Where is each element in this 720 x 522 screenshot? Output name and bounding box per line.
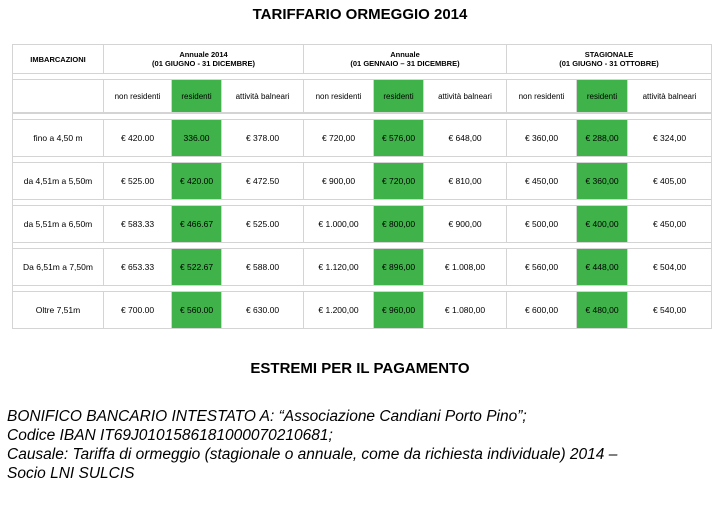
price-cell: € 420.00 (104, 120, 172, 157)
price-cell: € 450,00 (628, 206, 712, 243)
price-cell: € 288,00 (577, 120, 628, 157)
group-header-annuale-2014: Annuale 2014 (01 GIUGNO - 31 DICEMBRE) (104, 44, 304, 74)
payment-line-iban: Codice IBAN IT69J0101586181000070210681; (7, 427, 333, 444)
column-header: residenti (577, 80, 628, 113)
column-header: non residenti (104, 80, 172, 113)
price-cell: € 420.00 (172, 163, 222, 200)
column-header: non residenti (507, 80, 577, 113)
price-cell: € 810,00 (424, 163, 507, 200)
price-cell: € 700.00 (104, 292, 172, 329)
column-header: non residenti (304, 80, 374, 113)
payment-line-socio: Socio LNI SULCIS (7, 465, 135, 482)
price-cell: € 500,00 (507, 206, 577, 243)
table-row: da 5,51m a 6,50m € 583.33 € 466.67 € 525.00… (12, 206, 712, 243)
price-cell: € 324,00 (628, 120, 712, 157)
corner-empty (12, 80, 104, 113)
row-label: Da 6,51m a 7,50m (12, 249, 104, 286)
price-cell: € 720,00 (304, 120, 374, 157)
price-cell: € 560.00 (172, 292, 222, 329)
table-row: da 4,51m a 5,50m € 525.00 € 420.00 € 472.50… (12, 163, 712, 200)
table-row: Oltre 7,51m € 700.00 € 560.00 € 630.00 € 1.2… (12, 292, 712, 329)
price-cell: € 720,00 (374, 163, 424, 200)
price-cell: € 960,00 (374, 292, 424, 329)
column-header: attività balneari (222, 80, 304, 113)
table-row: Da 6,51m a 7,50m € 653.33 € 522.67 € 588.00… (12, 249, 712, 286)
price-cell: € 1.200,00 (304, 292, 374, 329)
price-cell: € 588.00 (222, 249, 304, 286)
page-title: TARIFFARIO ORMEGGIO 2014 (252, 6, 468, 23)
price-cell: € 1.000,00 (304, 206, 374, 243)
price-cell: € 405,00 (628, 163, 712, 200)
price-cell: € 1.120,00 (304, 249, 374, 286)
column-header: residenti (172, 80, 222, 113)
row-label: da 4,51m a 5,50m (12, 163, 104, 200)
price-cell: € 1.008,00 (424, 249, 507, 286)
column-header: residenti (374, 80, 424, 113)
price-cell: € 448,00 (577, 249, 628, 286)
price-cell: € 600,00 (507, 292, 577, 329)
price-cell: € 472.50 (222, 163, 304, 200)
price-cell: € 400,00 (577, 206, 628, 243)
price-cell: € 648,00 (424, 120, 507, 157)
payment-line-beneficiary: BONIFICO BANCARIO INTESTATO A: “Associaz… (7, 408, 527, 425)
price-cell: € 653.33 (104, 249, 172, 286)
price-cell: € 522.67 (172, 249, 222, 286)
price-cell: € 576,00 (374, 120, 424, 157)
row-label: Oltre 7,51m (12, 292, 104, 329)
price-cell: € 525.00 (104, 163, 172, 200)
column-header: attività balneari (628, 80, 712, 113)
price-cell: € 378.00 (222, 120, 304, 157)
price-cell: € 480,00 (577, 292, 628, 329)
price-cell: € 1.080,00 (424, 292, 507, 329)
price-cell: € 504,00 (628, 249, 712, 286)
price-cell: € 450,00 (507, 163, 577, 200)
column-header: attività balneari (424, 80, 507, 113)
price-cell: 336.00 (172, 120, 222, 157)
price-cell: € 583.33 (104, 206, 172, 243)
price-cell: € 630.00 (222, 292, 304, 329)
corner-header: IMBARCAZIONI (12, 44, 104, 74)
payment-title: ESTREMI PER IL PAGAMENTO (250, 360, 470, 377)
tariff-table: IMBARCAZIONI Annuale 2014 (01 GIUGNO - 31… (12, 44, 712, 329)
price-cell: € 900,00 (304, 163, 374, 200)
price-cell: € 560,00 (507, 249, 577, 286)
row-label: fino a 4,50 m (12, 120, 104, 157)
group-header-annuale: Annuale (01 GENNAIO – 31 DICEMBRE) (304, 44, 507, 74)
table-row: fino a 4,50 m € 420.00 336.00 € 378.00 € 720… (12, 120, 712, 157)
price-cell: € 800,00 (374, 206, 424, 243)
price-cell: € 525.00 (222, 206, 304, 243)
price-cell: € 540,00 (628, 292, 712, 329)
payment-details: BONIFICO BANCARIO INTESTATO A: “Associaz… (7, 407, 719, 483)
row-label: da 5,51m a 6,50m (12, 206, 104, 243)
price-cell: € 896,00 (374, 249, 424, 286)
group-header-stagionale: STAGIONALE (01 GIUGNO - 31 OTTOBRE) (507, 44, 712, 74)
price-cell: € 466.67 (172, 206, 222, 243)
payment-line-causale: Causale: Tariffa di ormeggio (stagionale… (7, 446, 618, 463)
price-cell: € 900,00 (424, 206, 507, 243)
price-cell: € 360,00 (577, 163, 628, 200)
price-cell: € 360,00 (507, 120, 577, 157)
